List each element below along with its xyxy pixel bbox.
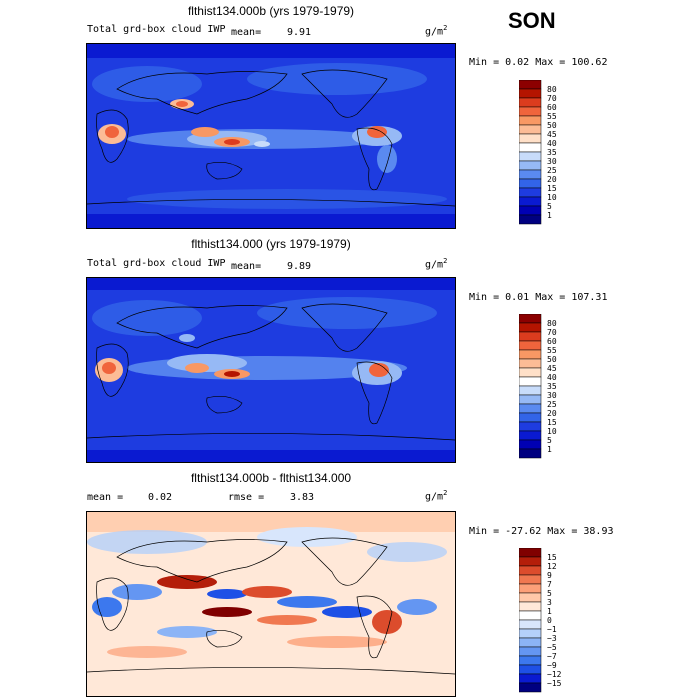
season-label: SON [508,8,556,33]
panel2-colorbar: 80 70 60 55 50 45 40 35 30 25 20 15 10 5… [519,314,557,459]
panel2-cbar-label: 70 [547,328,557,337]
panel1-mean-label: mean= [231,27,262,38]
panel1-cbar-label: 30 [547,157,557,166]
panel1-cbar-label: 1 [547,211,552,220]
panel3-cbar-label: 5 [547,589,552,598]
panel1-map [86,43,456,229]
panel2-cbar-label: 45 [547,364,557,373]
panel2-minmax: Min = 0.01 Max = 107.31 [469,292,608,303]
panel2-mean-value: 9.89 [287,261,312,272]
panel3-colorbar: 15 12 9 7 5 3 1 0 −1 −3 −5 −7 −9 −12 −15 [519,548,562,693]
panel1-cbar-label: 45 [547,130,557,139]
panel1-minmax: Min = 0.02 Max = 100.62 [469,57,608,68]
panel2-cbar-label: 60 [547,337,557,346]
panel2-cbar-label: 1 [547,445,552,454]
panel3-cbar-label: 7 [547,580,552,589]
panel3-cbar-label: −12 [547,670,562,679]
panel3-cbar-label: 12 [547,562,557,571]
panel2-title: flthist134.000 (yrs 1979-1979) [191,237,351,251]
panel1-colorbar: 80 70 60 55 50 45 40 35 30 25 20 15 10 5… [519,80,557,225]
panel1-cbar-label: 40 [547,139,557,148]
panel2-cbar-label: 5 [547,436,552,445]
panel3-colorbar-boxes [519,548,542,693]
panel2-cbar-label: 80 [547,319,557,328]
panel2-cbar-label: 10 [547,427,557,436]
panel3-cbar-label: −5 [547,643,557,652]
panel1-cbar-label: 50 [547,121,557,130]
panel1-cbar-label: 60 [547,103,557,112]
panel3-rmse-value: 3.83 [290,492,315,503]
panel3-cbar-label: −9 [547,661,557,670]
panel2-map [86,277,456,463]
panel3-minmax: Min = -27.62 Max = 38.93 [469,526,614,537]
panel1-units: g/m2 [425,24,448,38]
panel1-cbar-label: 5 [547,202,552,211]
panel2-cbar-label: 50 [547,355,557,364]
panel3-map [86,511,456,697]
panel1-colorbar-boxes [519,80,542,225]
panel3-cbar-label: 3 [547,598,552,607]
panel1-cbar-label: 70 [547,94,557,103]
panel2-cbar-label: 55 [547,346,557,355]
panel3-cbar-label: 9 [547,571,552,580]
panel3-cbar-label: −7 [547,652,557,661]
panel2-units: g/m2 [425,257,448,271]
panel1-cbar-label: 10 [547,193,557,202]
panel1-variable-label: Total grd-box cloud IWP [87,24,226,35]
panel2-colorbar-boxes [519,314,542,459]
panel2-cbar-label: 35 [547,382,557,391]
panel2-cbar-label: 25 [547,400,557,409]
panel1-cbar-label: 55 [547,112,557,121]
panel1-cbar-label: 80 [547,85,557,94]
panel3-mean-value: 0.02 [148,492,173,503]
panel3-title: flthist134.000b - flthist134.000 [190,471,352,485]
panel2-variable-label: Total grd-box cloud IWP [87,258,226,269]
panel3-mean-label: mean = [87,492,124,503]
panel2-cbar-label: 15 [547,418,557,427]
panel1-cbar-label: 25 [547,166,557,175]
panel2-cbar-label: 40 [547,373,557,382]
panel3-cbar-label: 1 [547,607,552,616]
panel3-rmse-label: rmse = [228,492,265,503]
panel1-mean-value: 9.91 [287,27,312,38]
panel2-cbar-label: 20 [547,409,557,418]
panel2-cbar-label: 30 [547,391,557,400]
panel3-cbar-label: −15 [547,679,562,688]
panel1-title: flthist134.000b (yrs 1979-1979) [187,4,355,18]
panel3-cbar-label: −1 [547,625,557,634]
panel1-cbar-label: 35 [547,148,557,157]
panel1-cbar-label: 20 [547,175,557,184]
panel3-units: g/m2 [425,489,448,503]
panel3-cbar-label: −3 [547,634,557,643]
panel2-mean-label: mean= [231,261,262,272]
panel1-cbar-label: 15 [547,184,557,193]
panel3-cbar-label: 15 [547,553,557,562]
panel3-cbar-label: 0 [547,616,552,625]
